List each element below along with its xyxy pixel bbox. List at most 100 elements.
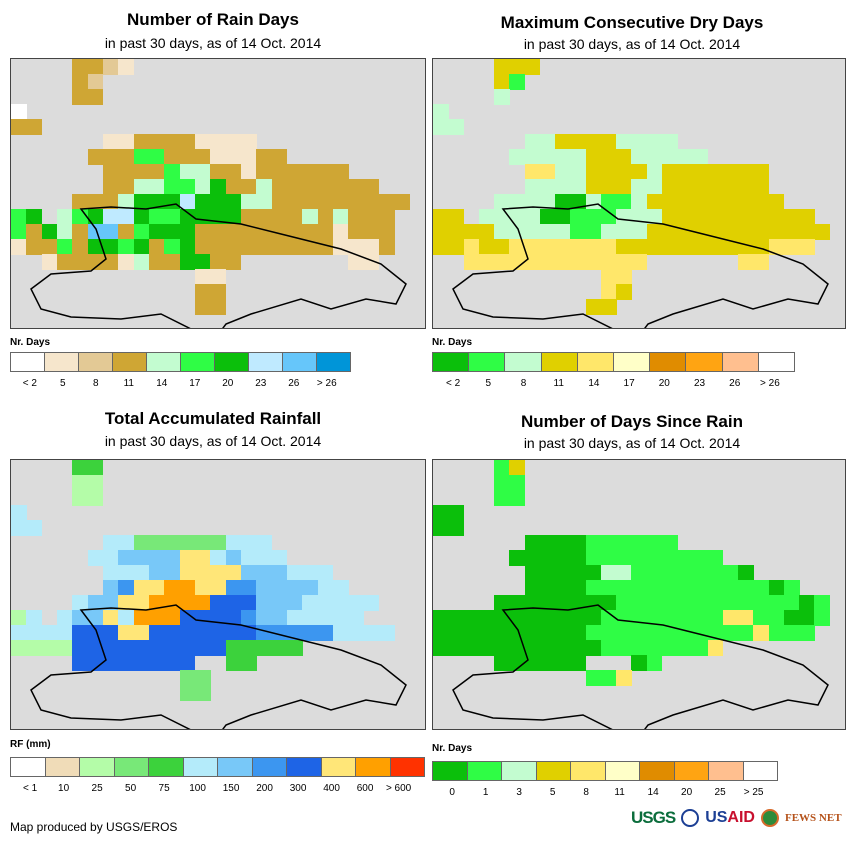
grid-cell <box>616 179 632 195</box>
grid-cell <box>103 610 119 626</box>
grid-cell <box>692 164 709 180</box>
grid-cell <box>707 565 724 581</box>
grid-cell <box>677 610 693 626</box>
grid-cell <box>11 625 27 641</box>
grid-cell <box>692 149 709 165</box>
grid-cell <box>677 209 693 225</box>
grid-cell <box>103 209 119 225</box>
grid-cell <box>363 239 380 255</box>
grid-cell <box>348 209 365 225</box>
grid-cell <box>509 625 526 641</box>
grid-cell <box>26 119 43 135</box>
grid-cell <box>570 254 587 270</box>
legend-swatch <box>433 762 468 780</box>
grid-cell <box>463 254 480 270</box>
grid-cell <box>494 595 510 611</box>
grid-cell <box>631 149 648 165</box>
grid-cell <box>103 550 119 566</box>
grid-cell <box>494 460 510 476</box>
grid-cell <box>133 640 150 656</box>
grid-cell <box>631 595 648 611</box>
grid-cell <box>585 254 602 270</box>
grid-cell <box>433 209 449 225</box>
grid-cell <box>41 625 58 641</box>
legend-tick-label: 300 <box>289 783 307 794</box>
grid-cell <box>707 194 724 210</box>
grid-cell <box>195 269 211 285</box>
legend-tick-label: > 26 <box>760 378 780 389</box>
legend-swatch <box>183 758 218 776</box>
grid-cell <box>225 580 242 596</box>
grid-cell <box>348 595 365 611</box>
grid-cell <box>631 179 648 195</box>
grid-cell <box>799 224 815 240</box>
grid-cell <box>570 640 587 656</box>
legend-tick-label: 8 <box>583 787 589 798</box>
grid-cell <box>722 610 739 626</box>
grid-cell <box>133 164 150 180</box>
grid-cell <box>11 520 27 536</box>
grid-cell <box>631 194 648 210</box>
grid-cell <box>707 610 724 626</box>
grid-cell <box>555 224 571 240</box>
legend-swatch <box>113 353 147 371</box>
legend-tick-label: 26 <box>729 378 741 389</box>
grid-cell <box>509 640 526 656</box>
legend-swatch <box>149 758 184 776</box>
grid-cell <box>348 179 365 195</box>
grid-cell <box>509 194 526 210</box>
legend-tick-label: > 600 <box>385 783 412 794</box>
legend-tick-label: 25 <box>714 787 726 798</box>
grid-cell <box>363 209 380 225</box>
grid-cell <box>317 595 334 611</box>
grid-cell <box>524 149 541 165</box>
grid-cell <box>302 224 319 240</box>
grid-cell <box>646 535 663 551</box>
grid-cell <box>11 224 27 240</box>
rain-days-legend-title: Nr. Days <box>10 337 51 348</box>
legend-tick-label: 200 <box>256 783 273 794</box>
grid-cell <box>133 655 150 671</box>
grid-cell <box>26 224 43 240</box>
grid-cell <box>133 254 150 270</box>
grid-cell <box>149 209 165 225</box>
grid-cell <box>600 580 617 596</box>
total-rainfall-subtitle: in past 30 days, as of 14 Oct. 2014 <box>104 433 322 449</box>
legend-swatch <box>249 353 283 371</box>
grid-cell <box>241 149 257 165</box>
grid-cell <box>524 134 541 150</box>
max-dry-days-title: Maximum Consecutive Dry Days <box>500 13 764 32</box>
grid-cell <box>631 625 648 641</box>
grid-cell <box>509 460 526 476</box>
legend-swatch <box>215 353 249 371</box>
legend-swatch <box>80 758 115 776</box>
grid-cell <box>585 134 602 150</box>
grid-cell <box>555 625 571 641</box>
grid-cell <box>783 580 800 596</box>
grid-cell <box>616 625 632 641</box>
grid-cell <box>814 595 831 611</box>
grid-cell <box>677 580 693 596</box>
grid-cell <box>646 580 663 596</box>
grid-cell <box>241 610 257 626</box>
grid-cell <box>149 239 165 255</box>
grid-cell <box>149 565 165 581</box>
legend-tick-label: 20 <box>681 787 693 798</box>
grid-cell <box>333 580 349 596</box>
grid-cell <box>87 475 104 491</box>
grid-cell <box>585 535 602 551</box>
grid-cell <box>11 640 27 656</box>
grid-cell <box>661 565 678 581</box>
grid-cell <box>738 194 754 210</box>
grid-cell <box>677 550 693 566</box>
grid-cell <box>179 254 196 270</box>
grid-cell <box>149 535 165 551</box>
grid-cell <box>677 239 693 255</box>
grid-cell <box>631 655 648 671</box>
grid-cell <box>103 640 119 656</box>
grid-cell <box>524 254 541 270</box>
grid-cell <box>225 550 242 566</box>
grid-cell <box>661 149 678 165</box>
grid-cell <box>524 625 541 641</box>
grid-cell <box>225 179 242 195</box>
